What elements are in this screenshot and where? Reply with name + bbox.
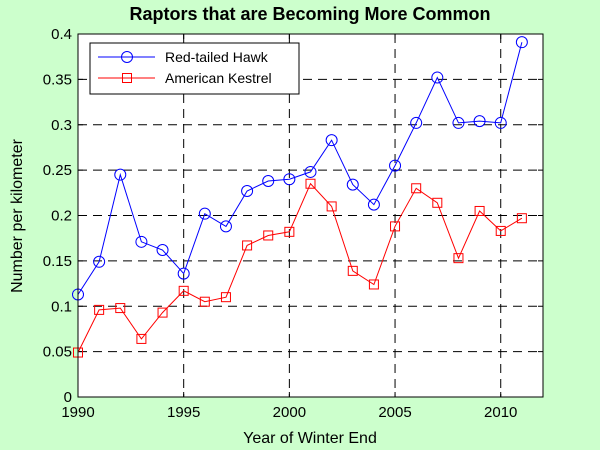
- data-point: [220, 292, 231, 303]
- data-point: [198, 207, 211, 220]
- plot-frame: [77, 33, 544, 398]
- data-point: [241, 184, 254, 197]
- y-tick-label: 0.4: [51, 26, 72, 43]
- data-point: [515, 36, 528, 49]
- data-point: [473, 115, 486, 128]
- data-point: [283, 173, 296, 186]
- data-point: [368, 279, 379, 290]
- series-1: [73, 178, 527, 358]
- data-point: [431, 71, 444, 84]
- data-point: [432, 197, 443, 208]
- x-tick-label: 2005: [378, 404, 411, 421]
- data-point: [390, 221, 401, 232]
- chart-title: Raptors that are Becoming More Common: [129, 4, 490, 24]
- data-point: [326, 201, 337, 212]
- x-tick-label: 2000: [273, 404, 306, 421]
- data-point: [177, 267, 190, 280]
- legend-entry: Red-tailed Hawk: [98, 49, 269, 65]
- y-axis-label: Number per kilometer: [9, 138, 26, 293]
- x-tick-label: 2010: [484, 404, 517, 421]
- legend-entry: American Kestrel: [98, 70, 272, 86]
- data-point: [474, 205, 485, 216]
- y-tick-label: 0.05: [43, 344, 72, 361]
- series-line: [77, 182, 523, 353]
- data-point: [219, 220, 232, 233]
- data-point: [411, 183, 422, 194]
- series-0: [72, 36, 528, 301]
- data-point: [263, 230, 274, 241]
- data-point: [410, 116, 423, 129]
- data-point: [367, 198, 380, 211]
- data-point: [115, 303, 126, 314]
- legend-label: American Kestrel: [165, 70, 272, 86]
- data-point: [346, 178, 359, 191]
- x-tick-label: 1990: [61, 404, 94, 421]
- data-point: [452, 116, 465, 129]
- y-tick-label: 0.15: [43, 253, 72, 270]
- data-point: [157, 307, 168, 318]
- data-point: [156, 243, 169, 256]
- x-axis-label: Year of Winter End: [243, 430, 377, 447]
- data-point: [199, 296, 210, 307]
- x-tick-label: 1995: [167, 404, 200, 421]
- y-tick-label: 0.3: [51, 117, 72, 134]
- data-point: [242, 240, 253, 251]
- data-point: [114, 168, 127, 181]
- data-point: [347, 265, 358, 276]
- y-tick-label: 0.25: [43, 162, 72, 179]
- data-point: [516, 213, 527, 224]
- y-tick-label: 0.35: [43, 71, 72, 88]
- y-tick-label: 0.2: [51, 208, 72, 225]
- data-point: [389, 159, 402, 172]
- data-point: [495, 225, 506, 236]
- data-point: [305, 178, 316, 189]
- data-point: [94, 304, 105, 315]
- data-point: [136, 333, 147, 344]
- data-point: [494, 116, 507, 129]
- data-point: [93, 255, 106, 268]
- y-tick-labels: 0 0.05 0.1 0.15 0.2 0.25 0.3 0.35 0.4: [43, 26, 72, 406]
- data-point: [284, 226, 295, 237]
- legend-label: Red-tailed Hawk: [165, 49, 269, 65]
- data-point: [304, 165, 317, 178]
- x-tick-labels: 1990 1995 2000 2005 2010: [61, 404, 517, 421]
- series-line: [77, 42, 523, 295]
- data-point: [135, 235, 148, 248]
- series-layer: [72, 36, 528, 358]
- data-point: [325, 134, 338, 147]
- data-point: [262, 175, 275, 188]
- legend: Red-tailed Hawk American Kestrel: [89, 42, 300, 95]
- data-point: [453, 253, 464, 264]
- legend-marker: [122, 73, 132, 83]
- y-tick-label: 0.1: [51, 298, 72, 315]
- data-point: [178, 285, 189, 296]
- legend-marker: [121, 51, 133, 63]
- y-tick-label: 0: [64, 389, 72, 406]
